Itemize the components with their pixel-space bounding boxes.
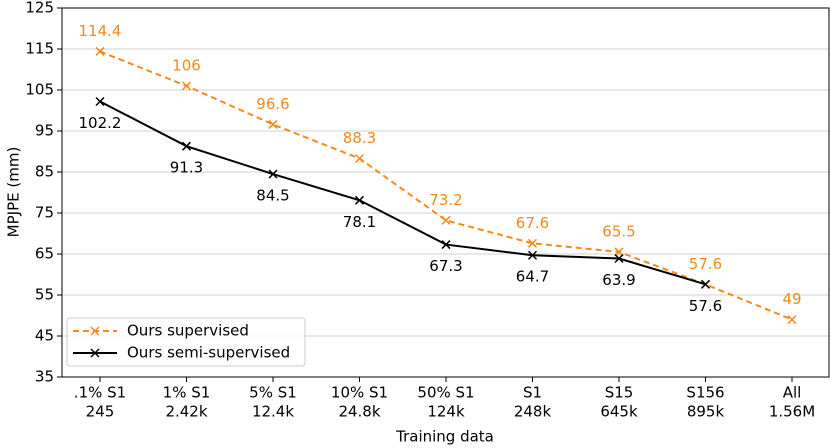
x-tick-label: 2.42k	[165, 403, 207, 421]
marker	[354, 153, 365, 164]
x-tick-label: All	[783, 384, 802, 402]
marker	[90, 348, 100, 358]
legend-label: Ours supervised	[127, 322, 249, 340]
y-tick-label: 105	[25, 81, 54, 99]
marker-x	[614, 253, 624, 264]
marker-x	[614, 247, 624, 257]
marker-x	[787, 315, 797, 325]
marker	[614, 247, 624, 257]
data-label: 57.6	[689, 297, 722, 315]
x-tick-label: 50% S1	[417, 384, 474, 402]
marker	[441, 215, 451, 225]
legend-label: Ours semi-supervised	[127, 344, 290, 362]
marker	[95, 96, 105, 107]
data-label: 57.6	[689, 255, 722, 273]
data-label: 49	[782, 290, 801, 308]
x-tick-label: S156	[686, 384, 724, 402]
y-tick-label: 35	[35, 368, 54, 386]
marker-x	[95, 46, 105, 56]
legend-box	[66, 317, 306, 367]
marker	[527, 250, 538, 260]
marker	[95, 46, 105, 56]
x-tick-label: 645k	[600, 403, 638, 421]
marker-x	[354, 195, 365, 205]
data-label: 67.3	[429, 257, 462, 275]
x-tick-label: 124k	[427, 403, 465, 421]
y-tick-label: 55	[35, 286, 54, 304]
x-tick-label: S1	[523, 384, 542, 402]
series-line	[99, 100, 706, 286]
marker	[787, 315, 797, 325]
x-tick-label: 895k	[687, 403, 725, 421]
marker-x	[95, 96, 105, 107]
marker	[181, 141, 192, 151]
marker	[441, 240, 451, 250]
x-tick-label: 10% S1	[331, 384, 388, 402]
data-label: 114.4	[79, 22, 122, 40]
x-tick-label: 1% S1	[163, 384, 211, 402]
data-label: 102.2	[79, 114, 122, 132]
y-axis-label: MPJPE (mm)	[5, 147, 23, 238]
data-label: 63.9	[602, 271, 635, 289]
x-tick-label: 245	[86, 403, 115, 421]
marker-x	[527, 238, 538, 248]
marker-x	[268, 169, 278, 179]
marker-x	[441, 215, 451, 225]
data-label: 88.3	[343, 129, 376, 147]
marker-x	[181, 141, 192, 151]
x-tick-label: 5% S1	[249, 384, 297, 402]
marker-x	[441, 240, 451, 250]
data-label: 65.5	[602, 222, 635, 240]
marker	[354, 195, 365, 205]
data-label: 91.3	[170, 159, 203, 177]
x-tick-label: .1% S1	[74, 384, 126, 402]
marker	[268, 119, 278, 129]
marker-x	[90, 326, 100, 336]
x-tick-label: S15	[605, 384, 634, 402]
data-label: 96.6	[256, 95, 289, 113]
marker	[268, 169, 278, 179]
marker	[90, 326, 100, 336]
data-label: 67.6	[516, 214, 549, 232]
x-tick-label: 1.56M	[769, 403, 815, 421]
y-tick-label: 125	[25, 0, 54, 17]
y-tick-label: 85	[35, 163, 54, 181]
y-tick-label: 115	[25, 40, 54, 58]
marker	[527, 238, 538, 248]
marker-x	[90, 348, 100, 358]
x-axis-label: Training data	[395, 428, 494, 446]
series-line	[99, 50, 793, 321]
marker	[700, 279, 711, 289]
data-label: 73.2	[429, 191, 462, 209]
y-tick-label: 95	[35, 122, 54, 140]
y-tick-label: 45	[35, 327, 54, 345]
data-label: 106	[172, 56, 201, 74]
marker-x	[268, 119, 278, 129]
x-tick-label: 248k	[514, 403, 552, 421]
marker-x	[700, 279, 711, 289]
marker-x	[181, 81, 192, 91]
data-label: 84.5	[256, 187, 289, 205]
data-label: 78.1	[343, 213, 376, 231]
y-tick-label: 75	[35, 204, 54, 222]
marker-x	[527, 250, 538, 260]
x-tick-label: 24.8k	[338, 403, 380, 421]
x-tick-label: 12.4k	[252, 403, 294, 421]
marker-x	[354, 153, 365, 164]
data-label: 64.7	[516, 268, 549, 286]
marker	[614, 253, 624, 264]
marker	[181, 81, 192, 91]
y-tick-label: 65	[35, 245, 54, 263]
